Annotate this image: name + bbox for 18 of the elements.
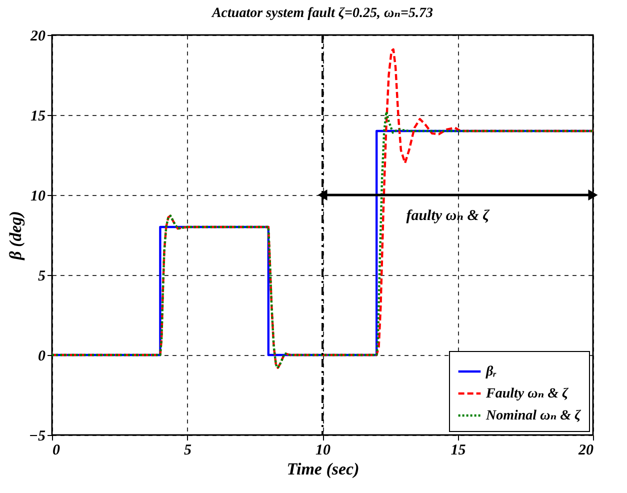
legend-label: Faulty ωₙ & ζ xyxy=(485,386,570,402)
y-tick-label: 20 xyxy=(30,28,46,44)
y-tick-label: 0 xyxy=(38,348,46,364)
y-tick-label: −5 xyxy=(28,428,46,444)
x-tick-label: 5 xyxy=(184,442,192,458)
x-tick-label: 10 xyxy=(316,442,331,458)
y-axis-title: β (deg) xyxy=(6,211,25,261)
legend-label: βᵣ xyxy=(485,364,498,380)
x-axis-title: Time (sec) xyxy=(286,460,360,478)
x-tick-label: 15 xyxy=(450,442,466,458)
chart-title: Actuator system fault ζ=0.25, ωₙ=5.73 xyxy=(210,6,434,21)
y-tick-label: 5 xyxy=(38,268,46,284)
y-tick-label: 10 xyxy=(30,188,46,204)
annotation: faulty ωₙ & ζ xyxy=(406,208,491,224)
y-tick-label: 15 xyxy=(30,108,46,124)
x-tick-label: 20 xyxy=(578,442,594,458)
legend-label: Nominal ωₙ & ζ xyxy=(485,408,582,424)
x-tick-label: 0 xyxy=(52,442,60,458)
